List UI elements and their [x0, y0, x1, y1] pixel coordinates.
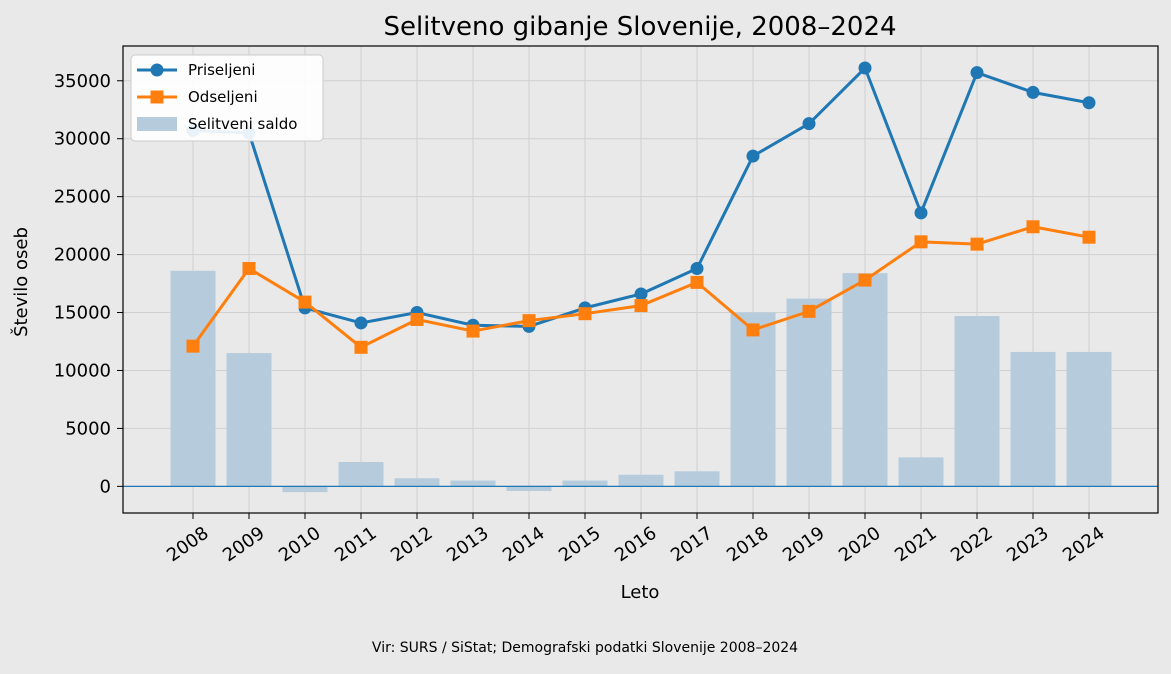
x-tick-label: 2012: [387, 523, 437, 566]
bar-saldo: [618, 474, 664, 487]
bar-saldo: [674, 471, 720, 487]
point-odseljeni: [1082, 230, 1096, 244]
bar-saldo: [170, 270, 216, 487]
x-axis-label: Leto: [621, 582, 660, 603]
x-tick-label: 2021: [891, 523, 941, 566]
x-tick-label: 2011: [331, 523, 381, 566]
bar-saldo: [282, 486, 328, 493]
bar-saldo: [450, 480, 496, 487]
y-axis-label: Število oseb: [10, 227, 32, 337]
legend-swatch-selitveni saldo: [137, 117, 177, 131]
chart-title: Selitveno gibanje Slovenije, 2008–2024: [383, 12, 896, 42]
line-layer: [186, 61, 1096, 354]
point-odseljeni: [634, 299, 648, 313]
x-tick-label: 2022: [947, 523, 997, 566]
point-priseljeni: [914, 206, 928, 220]
point-priseljeni: [858, 61, 872, 75]
x-tick-label: 2018: [723, 523, 773, 566]
source-note: Vir: SURS / SiStat; Demografski podatki …: [372, 640, 798, 656]
point-odseljeni: [410, 312, 424, 326]
legend-label-priseljeni: Priseljeni: [188, 61, 255, 79]
y-tick-label: 10000: [54, 360, 111, 381]
legend: Priseljeni Odseljeni Selitveni saldo: [130, 54, 324, 142]
point-priseljeni: [970, 66, 984, 80]
point-odseljeni: [1026, 220, 1040, 234]
point-odseljeni: [242, 261, 256, 275]
legend-marker-priseljeni: [150, 63, 164, 77]
y-tick-label: 25000: [54, 187, 111, 208]
legend-label-selitveni saldo: Selitveni saldo: [188, 115, 297, 133]
x-tick-label: 2016: [611, 523, 661, 566]
point-odseljeni: [802, 304, 816, 318]
bar-layer: [170, 270, 1112, 493]
x-tick-label: 2010: [275, 523, 325, 566]
point-priseljeni: [1026, 85, 1040, 99]
x-tick-label: 2008: [163, 523, 213, 566]
point-priseljeni: [354, 316, 368, 330]
point-odseljeni: [914, 235, 928, 249]
point-odseljeni: [970, 237, 984, 251]
point-priseljeni: [690, 261, 704, 275]
y-tick-label: 15000: [54, 303, 111, 324]
x-tick-label: 2015: [555, 523, 605, 566]
bar-saldo: [730, 312, 776, 487]
bar-saldo: [842, 273, 888, 487]
bar-saldo: [506, 486, 552, 491]
bar-saldo: [1066, 351, 1112, 487]
point-odseljeni: [466, 324, 480, 338]
bar-saldo: [562, 480, 608, 487]
point-priseljeni: [634, 287, 648, 301]
point-odseljeni: [858, 273, 872, 287]
y-tick-label: 35000: [54, 71, 111, 92]
point-priseljeni: [802, 117, 816, 131]
bar-saldo: [1010, 351, 1056, 487]
point-priseljeni: [746, 149, 760, 163]
point-odseljeni: [298, 295, 312, 309]
x-tick-label: 2017: [667, 523, 717, 566]
x-tick-label: 2019: [779, 523, 829, 566]
x-tick-label: 2014: [499, 523, 549, 566]
legend-box: [130, 54, 324, 142]
y-tick-label: 20000: [54, 245, 111, 266]
point-odseljeni: [186, 339, 200, 353]
point-priseljeni: [1082, 96, 1096, 110]
x-tick-label: 2023: [1003, 523, 1053, 566]
y-tick-label: 30000: [54, 129, 111, 150]
point-odseljeni: [578, 307, 592, 321]
point-odseljeni: [746, 323, 760, 337]
y-tick-label: 0: [100, 476, 111, 497]
point-odseljeni: [354, 340, 368, 354]
y-tick-label: 5000: [65, 418, 111, 439]
point-odseljeni: [522, 314, 536, 328]
legend-label-odseljeni: Odseljeni: [188, 88, 258, 106]
bar-saldo: [786, 298, 832, 487]
bar-saldo: [898, 457, 944, 487]
legend-marker-odseljeni: [150, 90, 164, 104]
x-tick-label: 2009: [219, 523, 269, 566]
point-odseljeni: [690, 275, 704, 289]
x-tick-label: 2020: [835, 523, 885, 566]
bar-saldo: [394, 478, 440, 487]
bar-saldo: [954, 316, 1000, 487]
bar-saldo: [226, 353, 272, 487]
bar-saldo: [338, 462, 384, 487]
x-tick-label: 2013: [443, 523, 493, 566]
x-tick-label: 2024: [1059, 523, 1109, 566]
